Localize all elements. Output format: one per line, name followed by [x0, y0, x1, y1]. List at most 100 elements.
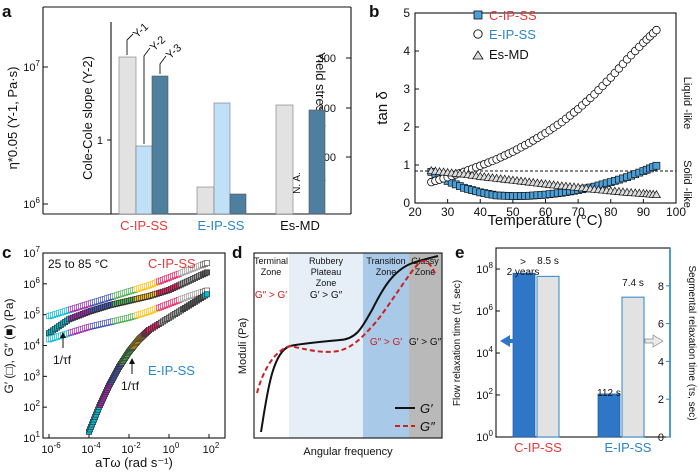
- tick-exponent: -6: [54, 441, 62, 450]
- panel-a-label: a: [2, 2, 12, 21]
- panel-e-bar-segmental: [621, 296, 645, 438]
- panel-a-bar-es-y1: [275, 104, 294, 215]
- panel-a-left-tick-label: 106: [23, 196, 40, 211]
- panel-e-right-tick-label: 4: [658, 356, 664, 368]
- panel-a-y1-annotation: Y-1: [131, 21, 151, 41]
- panel-c-point: [204, 291, 210, 298]
- label-line: >: [520, 257, 526, 268]
- panel-a-left-ylabel: η*0.05 (Y-1, Pa·s): [5, 67, 20, 170]
- panel-d-zone-terminal: [254, 253, 289, 438]
- tick-base: 10: [23, 248, 35, 260]
- panel-e-y-tick-label: 100: [476, 429, 493, 444]
- tick-exponent: -2: [134, 441, 142, 450]
- panel-b-ylabel: tan δ: [374, 91, 391, 124]
- tick-exponent: 7: [36, 245, 41, 254]
- panel-e-ylabel: Flow relaxation time (τf, sec): [452, 280, 463, 406]
- panel-c-point: [204, 260, 210, 266]
- panel-c-y-tick-label: 104: [23, 338, 40, 353]
- panel-e-label-flow-c: >2 years: [507, 257, 540, 278]
- panel-a-category-e: E-IP-SS: [198, 218, 245, 233]
- panel-e-y-tick-label: 106: [476, 303, 493, 318]
- panel-b-solid-label: Solid -like: [681, 160, 693, 208]
- panel-b-legend-circle-icon: [473, 29, 483, 39]
- panel-d-relation-terminal: G″ > G′: [255, 290, 287, 301]
- panel-b-x-tick-label: 70: [571, 205, 585, 219]
- panel-c-arrowhead-1-icon: [60, 332, 66, 338]
- panel-c-ylabel: G′ (□), G″ (■) (Pa): [2, 299, 16, 394]
- zone-line: Zone: [376, 267, 397, 277]
- panel-c-y-tick-label: 106: [23, 276, 40, 291]
- tick-base: 10: [81, 444, 93, 456]
- tick-base: 10: [476, 306, 488, 318]
- exp: 7: [36, 59, 41, 68]
- panel-c-tau-1: 1/τf: [53, 353, 72, 367]
- panel-c-title: 25 to 85 °C: [48, 257, 109, 271]
- tick-base: 10: [163, 444, 175, 456]
- panel-b-legend-triangle-icon: [472, 50, 484, 60]
- panel-e-bar-segmental: [536, 275, 560, 438]
- panel-c-x-tick-label: 10-6: [41, 441, 61, 456]
- tick-base: 10: [476, 432, 488, 444]
- panel-b-legend-square-icon: [473, 10, 483, 20]
- tick-exponent: 4: [36, 338, 41, 347]
- panel-c-x-tick-label: 10-4: [81, 441, 101, 456]
- panel-d-label: d: [232, 243, 242, 262]
- panel-c-y-tick-label: 102: [23, 399, 40, 414]
- panel-e-category-e: E-IP-SS: [605, 440, 652, 455]
- panel-e-right-tick-label: 0: [658, 432, 664, 444]
- tick-exponent: 6: [36, 276, 41, 285]
- panel-e-right-tick-label: 6: [658, 319, 664, 331]
- panel-c-label-e: E-IP-SS: [148, 363, 195, 378]
- tick-exponent: 8: [489, 261, 494, 270]
- tick-base: 10: [476, 390, 488, 402]
- panel-d-relation-glassy: G′ > G″: [409, 337, 442, 348]
- exp: 6: [36, 196, 41, 205]
- panel-d: d Terminal Zone Rubbery Plateau Zone Transi…: [232, 243, 443, 458]
- panel-e-y-tick-label: 102: [476, 387, 493, 402]
- panel-d-legend-gprime: G′: [420, 401, 433, 416]
- panel-c-marks: [46, 260, 210, 435]
- tick-exponent: 2: [36, 399, 41, 408]
- tick-exponent: 1: [36, 430, 41, 439]
- tick-base: 10: [23, 279, 35, 291]
- panel-d-ylabel: Moduli (Pa): [237, 318, 249, 374]
- panel-b-liquid-label: Liquid -like: [681, 77, 693, 130]
- panel-a-bar-e-y2: [213, 102, 231, 215]
- zone-line: Rubbery: [309, 256, 344, 266]
- panel-a-y3-leader: [159, 55, 167, 74]
- panel-e-label-flow-e: 112 s: [597, 388, 621, 399]
- panel-a-y3-annotation: Y-3: [164, 42, 184, 62]
- panel-b-x-tick-label: 30: [441, 205, 455, 219]
- tick-exponent: 2: [489, 387, 494, 396]
- tick-base: 10: [23, 341, 35, 353]
- tick-base: 10: [23, 433, 35, 445]
- label-line: 2 years: [507, 267, 540, 278]
- panel-e-bar-flow: [512, 272, 536, 438]
- tick-exponent: 4: [489, 345, 494, 354]
- zone-line: Zone: [415, 267, 436, 277]
- panel-e-left-arrow-icon: [500, 335, 519, 347]
- panel-d-xlabel: Angular frequency: [303, 446, 393, 458]
- panel-b-x-tick-label: 90: [637, 205, 651, 219]
- panel-e-y-tick-label: 108: [476, 261, 493, 276]
- panel-e-right-tick-label: 8: [658, 281, 664, 293]
- tick-exponent: 6: [489, 303, 494, 312]
- panel-c-x-tick-label: 10-2: [121, 441, 141, 456]
- panel-a-bar-e-y3: [229, 193, 247, 215]
- panel-b-label: b: [369, 2, 379, 21]
- panel-b-x-tick-label: 80: [604, 205, 618, 219]
- panel-b-x-tick-label: 60: [539, 205, 553, 219]
- tick-base: 10: [41, 444, 53, 456]
- panel-b-legend-e: E-IP-SS: [489, 27, 536, 42]
- panel-c-y-tick-label: 105: [23, 307, 40, 322]
- panel-e-label-seg-c: 8.5 s: [537, 256, 559, 267]
- panel-d-zone-label: Rubbery Plateau Zone: [309, 256, 344, 288]
- panel-a-category-es: Es-MD: [280, 218, 320, 233]
- panel-b-y-tick-label: 5: [403, 6, 410, 20]
- panel-b-point-c-ip-ss: [652, 161, 661, 170]
- panel-c-y-tick-label: 101: [23, 430, 40, 445]
